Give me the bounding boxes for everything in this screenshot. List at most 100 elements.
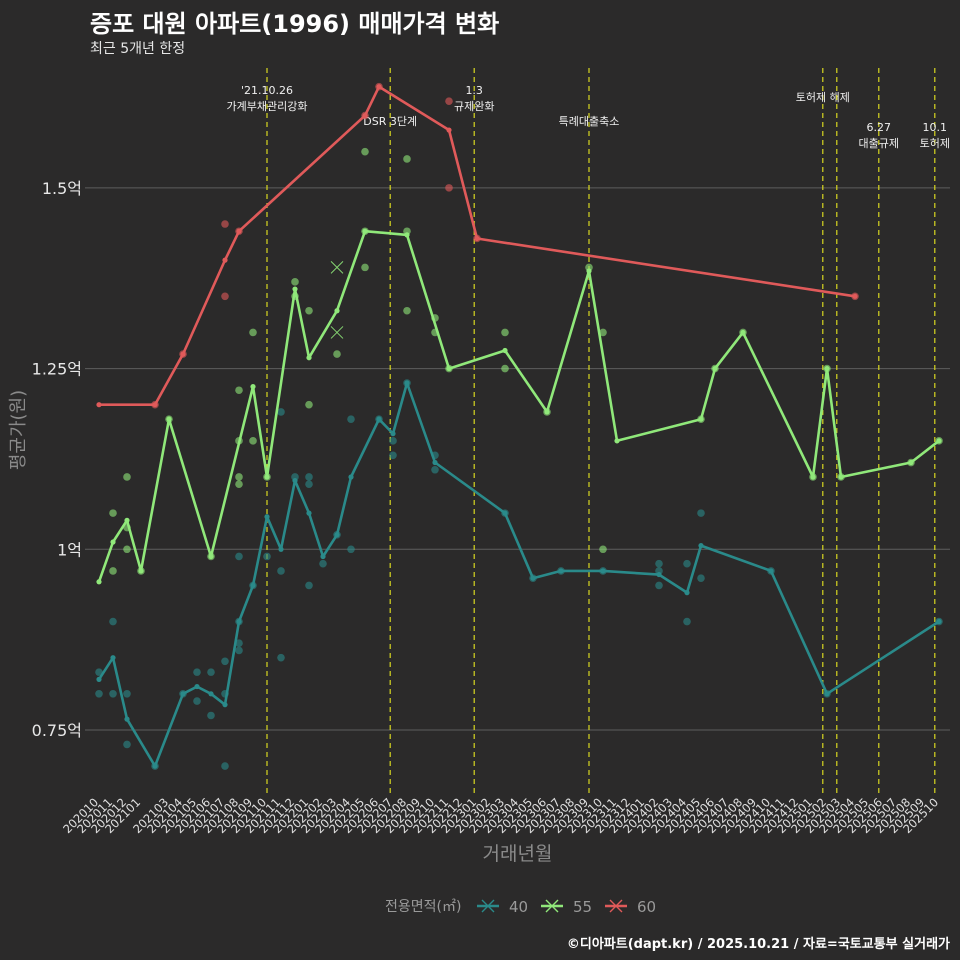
legend-label-40: 40	[509, 898, 528, 916]
data-point-55	[333, 350, 341, 358]
data-point-40	[655, 581, 663, 590]
line-vertex-55	[810, 474, 816, 480]
data-point-55	[235, 386, 243, 395]
legend-title: 전용면적(㎡)	[385, 899, 461, 915]
line-vertex-55	[250, 384, 256, 390]
line-vertex-40	[250, 582, 256, 588]
line-vertex-60	[96, 402, 102, 408]
data-point-55	[403, 155, 411, 163]
line-vertex-40	[502, 510, 508, 516]
event-label: DSR 3단계	[363, 115, 417, 128]
line-vertex-55	[824, 365, 830, 372]
data-point-55	[403, 306, 411, 315]
data-point-40	[123, 690, 131, 698]
source-caption: ©디아파트(dapt.kr) / 2025.10.21 / 자료=국토교통부 실…	[566, 937, 950, 952]
line-vertex-55	[110, 539, 116, 545]
data-point-40	[697, 574, 705, 582]
data-point-40	[109, 690, 117, 698]
line-vertex-40	[194, 683, 200, 690]
line-vertex-40	[124, 716, 130, 722]
line-vertex-40	[208, 691, 214, 697]
data-point-40	[347, 415, 355, 423]
data-point-40	[123, 740, 131, 749]
line-vertex-60	[446, 127, 452, 133]
data-point-55	[123, 473, 131, 481]
y-tick-label: 1.5억	[42, 179, 82, 198]
data-point-55	[235, 473, 243, 481]
line-vertex-40	[236, 618, 242, 625]
data-point-55	[123, 545, 131, 554]
y-axis-title: 평균가(원)	[8, 390, 29, 470]
data-point-40	[347, 545, 355, 554]
line-vertex-40	[180, 691, 186, 697]
legend-label-55: 55	[573, 898, 592, 916]
data-point-40	[683, 559, 691, 568]
line-vertex-55	[404, 232, 410, 238]
data-point-55	[109, 509, 117, 517]
line-vertex-40	[530, 575, 536, 581]
line-vertex-40	[376, 416, 382, 422]
line-vertex-55	[124, 517, 130, 523]
chart-title: 증포 대원 아파트(1996) 매매가격 변화	[90, 10, 500, 38]
data-point-40	[109, 617, 117, 626]
line-vertex-40	[278, 546, 284, 552]
data-point-40	[207, 668, 215, 676]
data-point-40	[683, 617, 691, 626]
line-vertex-60	[180, 351, 186, 357]
chart-subtitle: 최근 5개년 한정	[90, 41, 186, 57]
data-point-55	[599, 328, 607, 337]
line-vertex-55	[502, 347, 508, 354]
data-point-40	[193, 697, 201, 705]
line-vertex-40	[768, 568, 774, 574]
line-vertex-40	[292, 477, 298, 484]
data-point-40	[305, 581, 313, 590]
data-point-40	[431, 465, 439, 474]
data-point-60	[221, 292, 229, 301]
line-vertex-60	[236, 228, 242, 234]
line-vertex-40	[432, 459, 438, 466]
data-point-60	[221, 220, 229, 228]
line-vertex-55	[96, 579, 102, 585]
data-point-55	[249, 437, 257, 445]
cross-point-55	[330, 261, 344, 274]
line-vertex-40	[684, 590, 690, 596]
y-tick-label: 1.25억	[32, 360, 82, 379]
data-point-40	[389, 451, 397, 460]
line-vertex-40	[600, 568, 606, 574]
line-vertex-60	[152, 402, 158, 408]
cross-point-55	[330, 326, 344, 339]
line-vertex-55	[446, 365, 452, 372]
line-vertex-40	[698, 543, 704, 549]
event-label: 토허제 해제	[796, 90, 850, 104]
data-point-40	[235, 646, 243, 655]
line-vertex-55	[166, 416, 172, 422]
legend: 전용면적(㎡) 40 55 60	[385, 898, 656, 916]
data-point-55	[501, 364, 509, 373]
line-vertex-55	[138, 568, 144, 574]
line-vertex-40	[348, 474, 354, 480]
line-vertex-55	[740, 329, 746, 336]
line-vertex-40	[110, 655, 116, 661]
line-vertex-55	[614, 438, 620, 444]
event-label: 1.3 규제완화	[454, 84, 494, 113]
data-point-40	[697, 509, 705, 517]
y-tick-label: 0.75억	[32, 721, 82, 740]
line-vertex-55	[936, 438, 942, 444]
line-vertex-55	[544, 409, 550, 415]
data-point-40	[389, 437, 397, 445]
line-vertex-40	[334, 532, 340, 538]
line-vertex-55	[362, 228, 368, 234]
event-label: 특례대출축소	[559, 115, 620, 128]
legend-key-cross-60	[609, 899, 623, 913]
data-point-40	[95, 668, 103, 676]
legend-key-cross-55	[545, 899, 559, 913]
data-point-55	[109, 567, 117, 575]
data-point-40	[263, 552, 271, 561]
data-point-40	[193, 668, 201, 676]
line-vertex-40	[96, 676, 102, 682]
series-line-60	[99, 85, 856, 406]
line-vertex-55	[838, 474, 844, 480]
line-vertex-40	[936, 618, 942, 625]
line-vertex-40	[390, 431, 396, 437]
line-vertex-60	[222, 257, 228, 263]
